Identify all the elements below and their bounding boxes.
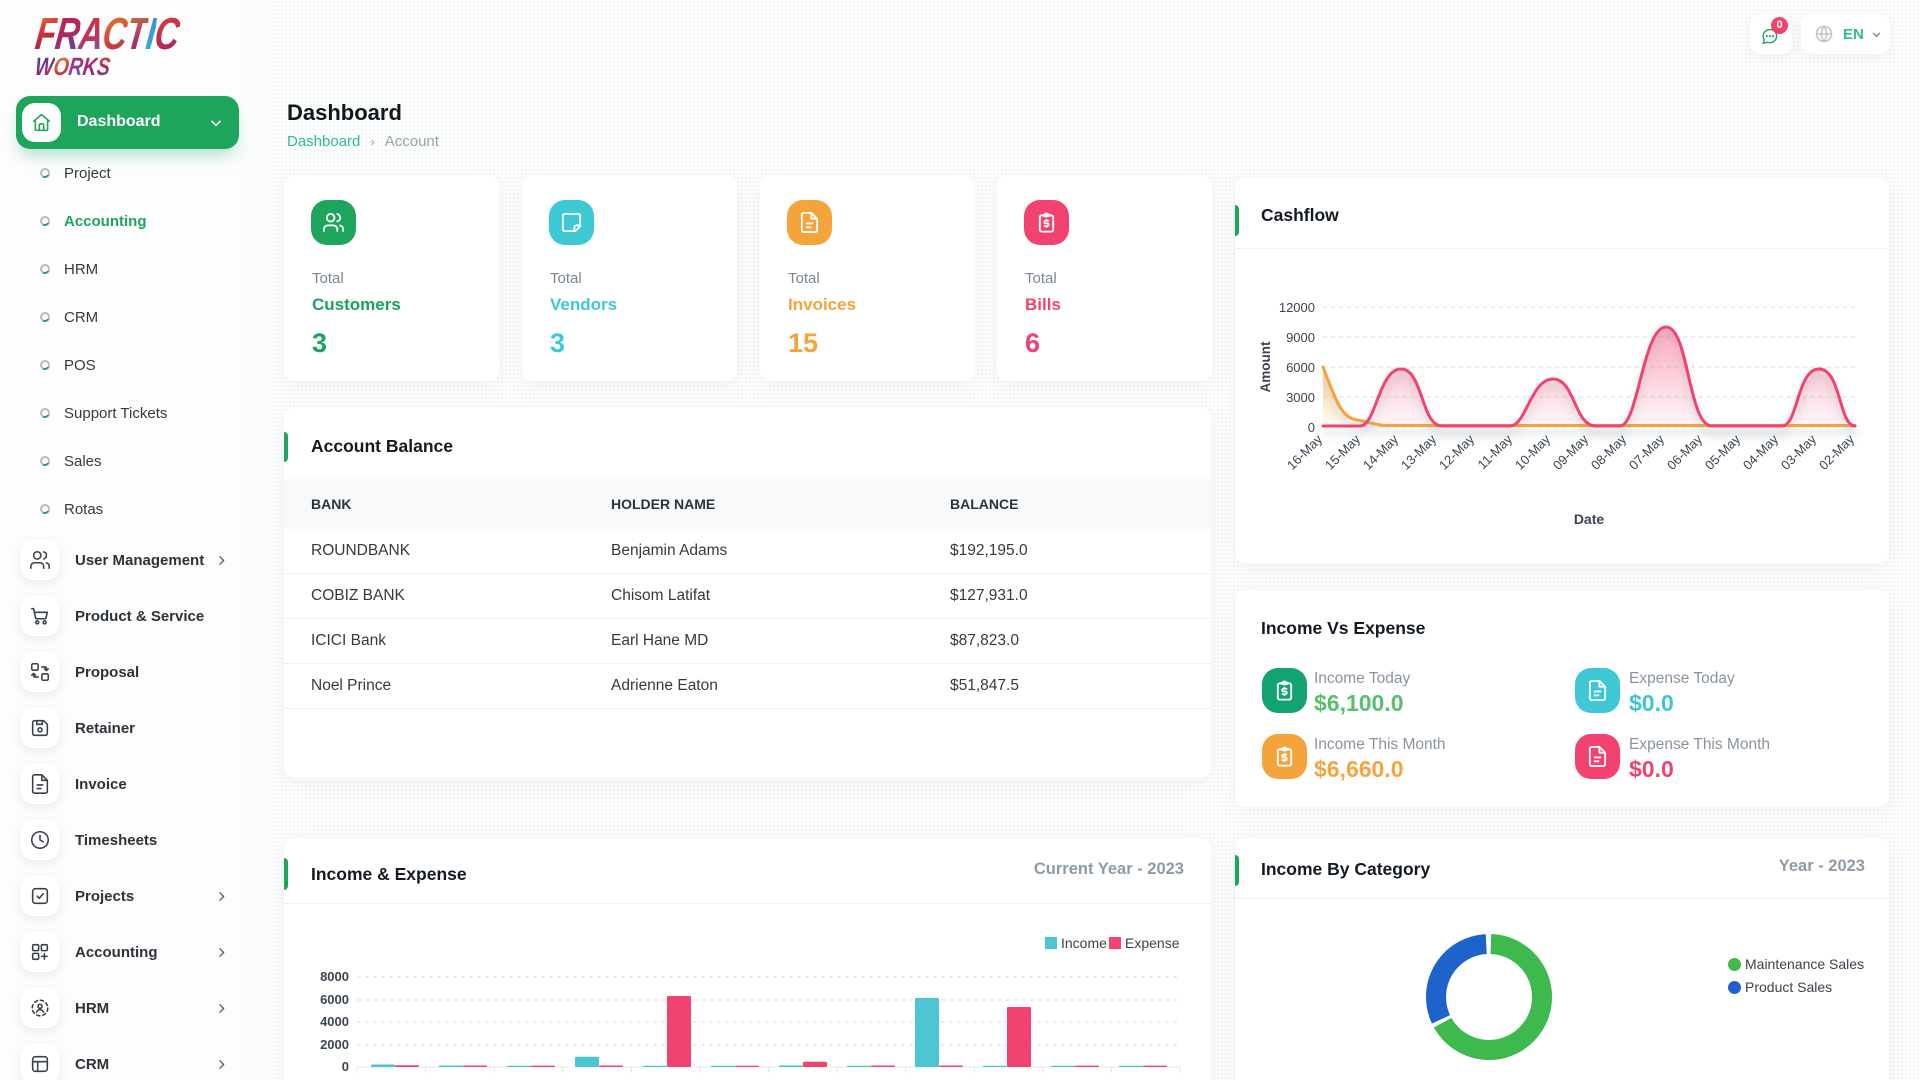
svg-text:Amount: Amount [1258, 341, 1273, 392]
svg-text:6000: 6000 [320, 992, 349, 1007]
svg-text:11-May: 11-May [1475, 431, 1516, 472]
svg-text:07-May: 07-May [1626, 431, 1668, 473]
svg-text:10-May: 10-May [1512, 431, 1554, 473]
svg-text:13-May: 13-May [1398, 431, 1440, 473]
svg-text:0: 0 [1308, 420, 1315, 435]
svg-text:03-May: 03-May [1778, 431, 1820, 473]
svg-text:Date: Date [1574, 511, 1605, 527]
svg-text:14-May: 14-May [1360, 431, 1402, 473]
svg-text:09-May: 09-May [1550, 431, 1592, 473]
svg-text:08-May: 08-May [1588, 431, 1630, 473]
svg-text:9000: 9000 [1286, 330, 1315, 345]
svg-text:02-May: 02-May [1816, 431, 1858, 473]
svg-text:2000: 2000 [320, 1037, 349, 1052]
svg-text:12-May: 12-May [1436, 431, 1478, 473]
svg-text:3000: 3000 [1286, 390, 1315, 405]
svg-text:16-May: 16-May [1284, 431, 1326, 473]
svg-text:8000: 8000 [320, 969, 349, 984]
svg-text:0: 0 [342, 1059, 349, 1074]
svg-text:06-May: 06-May [1664, 431, 1706, 473]
svg-text:12000: 12000 [1279, 300, 1315, 315]
svg-text:15-May: 15-May [1322, 431, 1364, 473]
svg-text:6000: 6000 [1286, 360, 1315, 375]
svg-text:4000: 4000 [320, 1014, 349, 1029]
svg-text:05-May: 05-May [1702, 431, 1744, 473]
svg-text:04-May: 04-May [1740, 431, 1782, 473]
